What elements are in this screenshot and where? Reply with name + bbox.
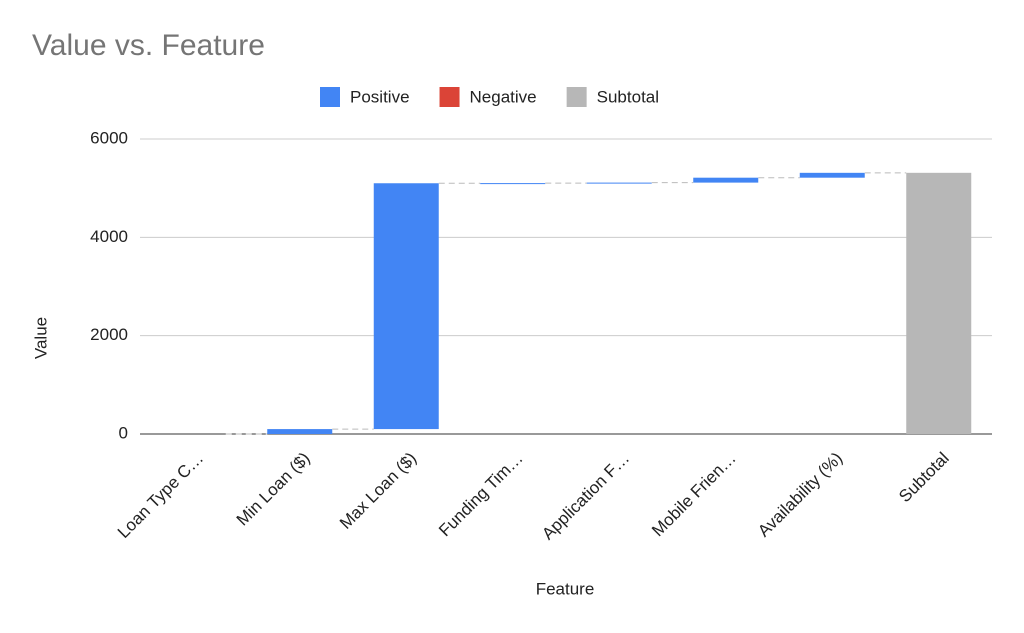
x-tick-label: Application F… [538, 449, 633, 544]
y-tick-label: 2000 [90, 325, 128, 344]
bar [693, 177, 759, 183]
x-tick-label: Mobile Frien… [648, 449, 740, 541]
x-tick-label: Availability (%) [754, 449, 846, 541]
y-tick-label: 4000 [90, 227, 128, 246]
legend-swatch [320, 87, 340, 107]
legend-label: Subtotal [597, 87, 659, 106]
legend-swatch [439, 87, 460, 107]
x-tick-label: Funding Tim… [435, 449, 527, 541]
bar [906, 172, 972, 434]
bar [267, 429, 333, 434]
bar [480, 183, 546, 185]
x-tick-label: Min Loan ($) [233, 449, 314, 530]
legend-label: Negative [470, 87, 537, 106]
x-tick-label: Max Loan ($) [336, 449, 420, 533]
bar [373, 183, 439, 430]
y-tick-label: 6000 [90, 128, 128, 147]
chart-title: Value vs. Feature [32, 29, 265, 62]
bar [586, 182, 652, 184]
x-axis-title: Feature [536, 579, 595, 598]
x-tick-label: Loan Type C… [114, 449, 207, 542]
legend-swatch [566, 87, 587, 107]
y-tick-label: 0 [119, 423, 128, 442]
x-tick-label: Subtotal [895, 449, 953, 507]
y-axis-title: Value [31, 317, 50, 359]
legend-label: Positive [350, 87, 410, 106]
bar [799, 172, 865, 178]
